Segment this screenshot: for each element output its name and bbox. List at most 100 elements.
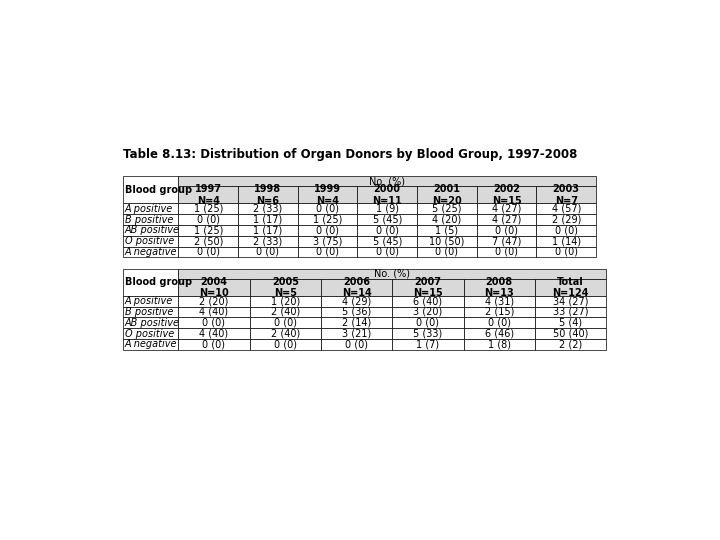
Text: O positive: O positive xyxy=(125,328,174,339)
Bar xyxy=(122,339,179,350)
Bar xyxy=(297,186,357,204)
Bar xyxy=(179,307,250,318)
Text: 50 (40): 50 (40) xyxy=(553,328,588,339)
Text: 2008
N=13: 2008 N=13 xyxy=(485,276,514,298)
Text: A negative: A negative xyxy=(125,247,177,257)
Bar xyxy=(122,225,179,236)
Bar xyxy=(392,328,464,339)
Text: 0 (0): 0 (0) xyxy=(436,247,459,257)
Bar xyxy=(179,186,238,204)
Bar xyxy=(122,177,179,204)
Bar xyxy=(417,186,477,204)
Text: 0 (0): 0 (0) xyxy=(197,214,220,225)
Bar xyxy=(464,328,535,339)
Bar xyxy=(321,296,392,307)
Text: A positive: A positive xyxy=(125,204,173,214)
Bar xyxy=(357,186,417,204)
Bar xyxy=(250,296,321,307)
Text: 0 (0): 0 (0) xyxy=(202,318,225,328)
Text: 1 (20): 1 (20) xyxy=(271,296,300,306)
Bar xyxy=(238,186,297,204)
Text: 2 (40): 2 (40) xyxy=(271,307,300,317)
Text: 3 (75): 3 (75) xyxy=(313,236,342,246)
Bar xyxy=(122,269,179,296)
Text: 0 (0): 0 (0) xyxy=(197,247,220,257)
Bar xyxy=(535,296,606,307)
Text: 4 (29): 4 (29) xyxy=(342,296,372,306)
Bar xyxy=(535,328,606,339)
Bar xyxy=(477,204,536,214)
Text: 0 (0): 0 (0) xyxy=(554,247,577,257)
Text: 1 (25): 1 (25) xyxy=(194,225,223,235)
Text: 1 (17): 1 (17) xyxy=(253,214,282,225)
Bar xyxy=(250,279,321,296)
Text: 2005
N=5: 2005 N=5 xyxy=(272,276,299,298)
Text: Blood group: Blood group xyxy=(125,278,192,287)
Text: 0 (0): 0 (0) xyxy=(316,204,339,214)
Text: Blood group: Blood group xyxy=(125,185,192,195)
Text: 5 (45): 5 (45) xyxy=(372,236,402,246)
Bar xyxy=(536,236,596,247)
Bar xyxy=(122,214,179,225)
Bar xyxy=(464,339,535,350)
Bar xyxy=(357,236,417,247)
Bar xyxy=(122,296,179,307)
Text: 5 (33): 5 (33) xyxy=(413,328,443,339)
Text: 2 (29): 2 (29) xyxy=(552,214,581,225)
Text: B positive: B positive xyxy=(125,307,174,317)
Text: 3 (20): 3 (20) xyxy=(413,307,443,317)
Bar xyxy=(357,225,417,236)
Bar xyxy=(122,204,179,214)
Text: 5 (4): 5 (4) xyxy=(559,318,582,328)
Bar xyxy=(250,339,321,350)
Bar xyxy=(464,318,535,328)
Bar xyxy=(536,204,596,214)
Bar xyxy=(477,214,536,225)
Text: No. (%): No. (%) xyxy=(374,269,410,279)
Bar xyxy=(464,296,535,307)
Bar xyxy=(238,247,297,257)
Bar xyxy=(417,225,477,236)
Bar xyxy=(297,214,357,225)
Text: 0 (0): 0 (0) xyxy=(316,225,339,235)
Bar xyxy=(238,225,297,236)
Bar xyxy=(535,279,606,296)
Text: 4 (20): 4 (20) xyxy=(432,214,462,225)
Bar xyxy=(477,225,536,236)
Text: 0 (0): 0 (0) xyxy=(495,225,518,235)
Bar xyxy=(417,204,477,214)
Bar xyxy=(321,279,392,296)
Bar xyxy=(238,236,297,247)
Text: 2 (14): 2 (14) xyxy=(342,318,372,328)
Text: Table 8.13: Distribution of Organ Donors by Blood Group, 1997-2008: Table 8.13: Distribution of Organ Donors… xyxy=(122,148,577,161)
Text: 2003
N=7: 2003 N=7 xyxy=(553,184,580,206)
Bar xyxy=(535,318,606,328)
Bar xyxy=(357,247,417,257)
Text: 0 (0): 0 (0) xyxy=(256,247,279,257)
Bar xyxy=(464,279,535,296)
Text: 1999
N=4: 1999 N=4 xyxy=(314,184,341,206)
Bar xyxy=(477,236,536,247)
Bar xyxy=(297,204,357,214)
Bar xyxy=(477,247,536,257)
Text: 10 (50): 10 (50) xyxy=(429,236,464,246)
Bar xyxy=(122,236,179,247)
Text: 0 (0): 0 (0) xyxy=(274,339,297,349)
Text: 4 (31): 4 (31) xyxy=(485,296,514,306)
Bar xyxy=(122,328,179,339)
Text: 4 (57): 4 (57) xyxy=(552,204,581,214)
Text: 2 (15): 2 (15) xyxy=(485,307,514,317)
Text: O positive: O positive xyxy=(125,236,174,246)
Text: 0 (0): 0 (0) xyxy=(487,318,510,328)
Text: 0 (0): 0 (0) xyxy=(495,247,518,257)
Text: 1998
N=6: 1998 N=6 xyxy=(254,184,282,206)
Text: 1 (25): 1 (25) xyxy=(194,204,223,214)
Text: 1 (7): 1 (7) xyxy=(416,339,439,349)
Bar xyxy=(297,236,357,247)
Text: 1 (17): 1 (17) xyxy=(253,225,282,235)
Text: 4 (40): 4 (40) xyxy=(199,307,228,317)
Text: 5 (36): 5 (36) xyxy=(342,307,372,317)
Bar xyxy=(179,204,238,214)
Bar xyxy=(122,318,179,328)
Bar xyxy=(464,307,535,318)
